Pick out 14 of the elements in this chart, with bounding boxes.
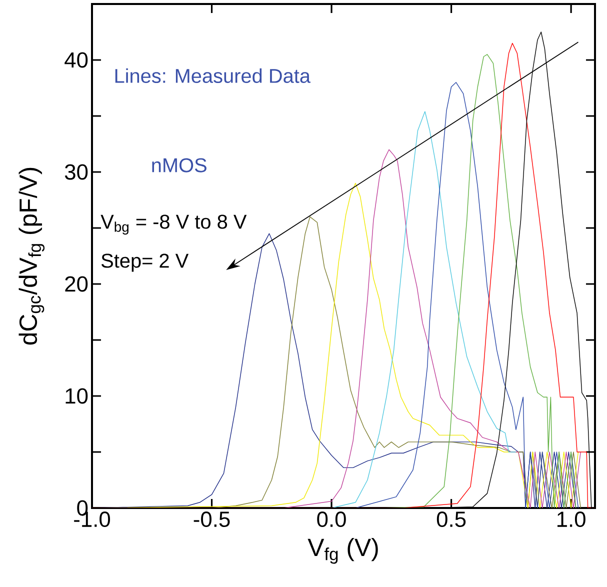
annotation: V$_{bg}$ = -8 V to 8 V <box>100 214 247 235</box>
annotation: nMOS <box>152 158 206 172</box>
annotation: Lines: Measured Data <box>115 68 310 83</box>
y-tick-label: 20 <box>65 276 88 292</box>
y-tick-label: 30 <box>64 164 88 180</box>
x-axis-title: V$_{fg}$ (V) <box>308 538 378 564</box>
y-tick-label: 10 <box>66 388 88 404</box>
x-tick-label: 0.5 <box>436 512 466 528</box>
y-axis-title: dC$_{gc}$/dV$_{fg}$ (pF/V) <box>18 168 45 345</box>
x-tick-label: 0.0 <box>317 512 346 528</box>
y-tick-label: 40 <box>64 52 88 68</box>
annotation: Step= 2 V <box>101 254 189 272</box>
x-tick-label: -0.5 <box>194 512 230 528</box>
x-tick-label: 1.0 <box>557 512 586 528</box>
